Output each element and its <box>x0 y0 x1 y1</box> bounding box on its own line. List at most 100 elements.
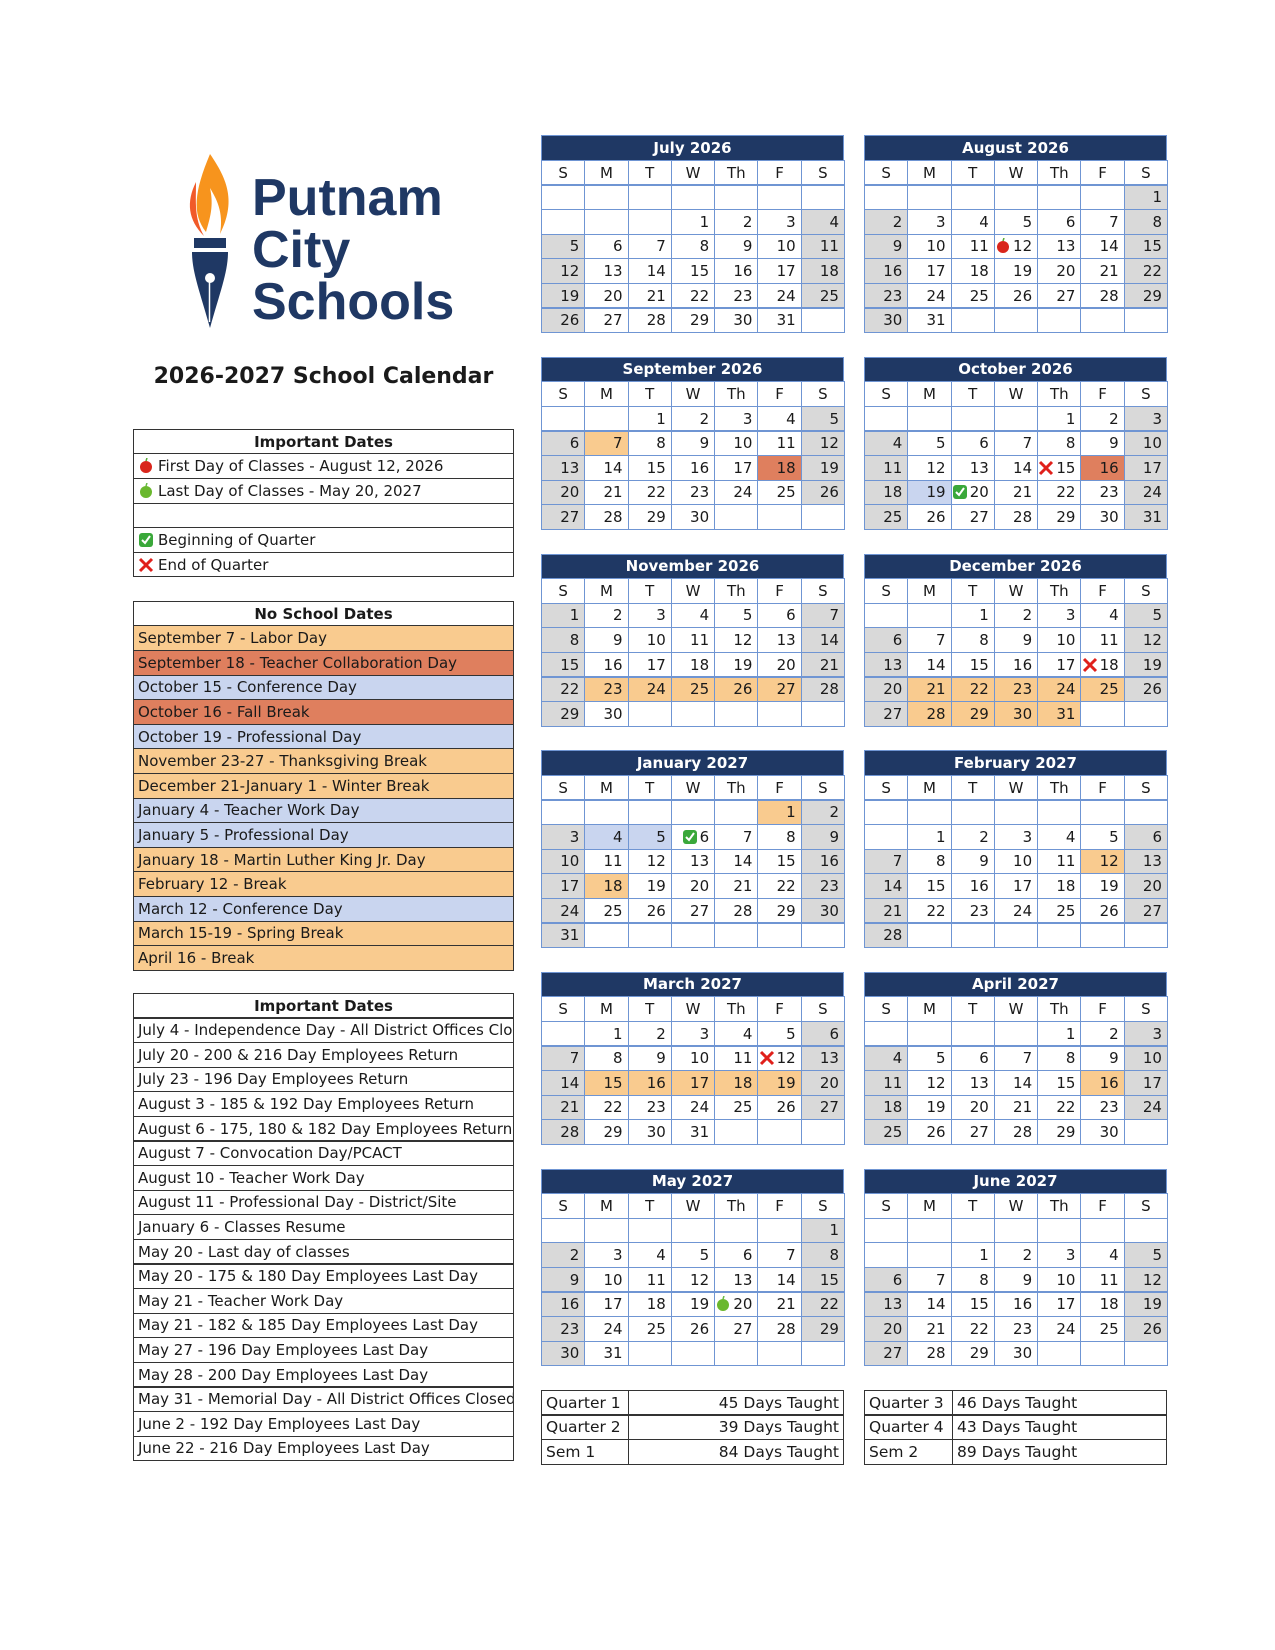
table-row: May 27 - 196 Day Employees Last Day <box>133 1337 514 1363</box>
day-cell-text: 21 <box>776 1295 796 1314</box>
day-cell: 6 <box>864 627 909 653</box>
day-cell: 19 <box>993 258 1039 284</box>
month-header: June 2027 <box>864 1168 1167 1195</box>
day-cell: 9 <box>1080 1045 1125 1072</box>
day-cell: 7 <box>757 1242 802 1268</box>
day-cell: 29 <box>670 307 716 334</box>
day-cell-text: 3 <box>1022 827 1033 846</box>
day-cell-text: 20 <box>1056 262 1076 281</box>
day-cell-text: 24 <box>690 1098 710 1117</box>
day-cell: 30 <box>627 1119 672 1145</box>
day-cell <box>864 1217 909 1244</box>
day-cell-text: 4 <box>742 1024 753 1043</box>
day-cell: 10 <box>714 430 759 457</box>
day-cell-text: 14 <box>926 1295 946 1314</box>
day-cell-text: 13 <box>969 1073 989 1092</box>
weekday-label: T <box>950 159 995 186</box>
day-cell-text: 11 <box>690 631 710 650</box>
weekday-label-text: S <box>1141 778 1151 797</box>
day-cell-text: 27 <box>776 680 796 699</box>
quarter-label-text: Quarter 3 <box>869 1393 944 1412</box>
day-cell: 29 <box>1037 1119 1082 1145</box>
day-cell: 24 <box>757 282 802 309</box>
day-cell-text: 11 <box>1099 1270 1119 1289</box>
day-cell-text: 30 <box>1013 1344 1033 1363</box>
day-cell-text: 25 <box>969 286 989 305</box>
weekday-label-text: Th <box>1049 778 1069 797</box>
day-cell-text: 23 <box>969 901 989 920</box>
weekday-label-text: S <box>558 385 568 404</box>
day-cell-text: 21 <box>1013 1098 1033 1117</box>
day-cell-text: 17 <box>603 1295 623 1314</box>
day-cell: 8 <box>950 627 995 653</box>
logo-torch <box>189 154 229 328</box>
day-cell: 7 <box>907 1266 952 1293</box>
day-cell-text: 8 <box>786 827 796 846</box>
day-cell: 3 <box>993 824 1039 850</box>
day-cell: 25 <box>950 282 995 309</box>
day-cell-text: 28 <box>883 926 903 945</box>
day-cell: 19 <box>670 1291 716 1318</box>
weekday-label-text: W <box>1008 163 1024 182</box>
day-cell-text: 31 <box>690 1123 710 1142</box>
day-cell: 26 <box>757 1094 802 1121</box>
day-cell-text: 24 <box>733 483 753 502</box>
day-cell <box>714 701 759 727</box>
weekday-label-text: Th <box>1049 1196 1069 1215</box>
day-cell <box>800 701 845 727</box>
day-cell: 14 <box>757 1266 802 1293</box>
day-cell-text: 20 <box>690 877 710 896</box>
table-row-text: July 23 - 196 Day Employees Return <box>138 1070 409 1089</box>
icon-x <box>1082 657 1097 672</box>
weekday-label-text: F <box>775 385 784 404</box>
day-cell: 12 <box>1080 848 1125 875</box>
day-cell: 1 <box>670 209 716 235</box>
weekday-label: F <box>1080 1193 1125 1219</box>
day-cell-text: 3 <box>1065 1246 1076 1265</box>
day-cell-text: 9 <box>569 1270 580 1289</box>
day-cell-text: 16 <box>969 877 989 896</box>
day-cell <box>864 405 909 432</box>
weekday-label-text: F <box>775 1196 784 1215</box>
day-cell-text: 1 <box>979 1246 989 1265</box>
weekday-label: S <box>864 159 909 186</box>
day-cell: 2 <box>1080 1020 1125 1047</box>
day-cell-text: 25 <box>776 483 796 502</box>
day-cell-text: 16 <box>1013 655 1033 674</box>
day-cell <box>864 602 909 629</box>
weekday-label-text: M <box>922 385 936 404</box>
day-cell-text: 9 <box>613 631 623 650</box>
day-cell: 1 <box>1037 1020 1082 1047</box>
day-cell: 22 <box>950 1316 995 1342</box>
day-cell-text: 12 <box>776 1049 796 1068</box>
day-cell-text: 30 <box>690 508 710 527</box>
weekday-label-text: S <box>818 1000 828 1019</box>
day-cell <box>584 799 629 826</box>
day-cell: 16 <box>993 1291 1039 1318</box>
day-cell-text: 24 <box>1142 483 1162 502</box>
day-cell-text: 6 <box>979 434 989 453</box>
day-cell-text: 7 <box>936 631 946 650</box>
day-cell-text: 11 <box>1099 631 1119 650</box>
weekday-label-text: S <box>818 778 828 797</box>
month-header-text: July 2026 <box>653 139 732 158</box>
day-cell: 18 <box>800 258 845 284</box>
weekday-label: F <box>757 159 802 186</box>
table-row: February 12 - Break <box>133 871 514 897</box>
weekday-label-text: W <box>685 1000 701 1019</box>
day-cell-text: 24 <box>1056 680 1076 699</box>
day-cell-text: 9 <box>656 1049 666 1068</box>
weekday-label-text: F <box>1098 385 1107 404</box>
day-cell-text: 22 <box>969 1319 989 1338</box>
day-cell: 26 <box>800 479 845 506</box>
weekday-label: W <box>670 578 716 604</box>
day-cell-text: 25 <box>690 680 710 699</box>
day-cell <box>670 1340 716 1367</box>
day-cell: 27 <box>864 701 909 727</box>
day-cell <box>627 701 672 727</box>
day-cell-text: 21 <box>646 286 666 305</box>
day-cell-text: 31 <box>603 1344 623 1363</box>
day-cell: 25 <box>1080 676 1125 703</box>
day-cell <box>541 405 586 432</box>
day-cell-text: 15 <box>819 1270 839 1289</box>
